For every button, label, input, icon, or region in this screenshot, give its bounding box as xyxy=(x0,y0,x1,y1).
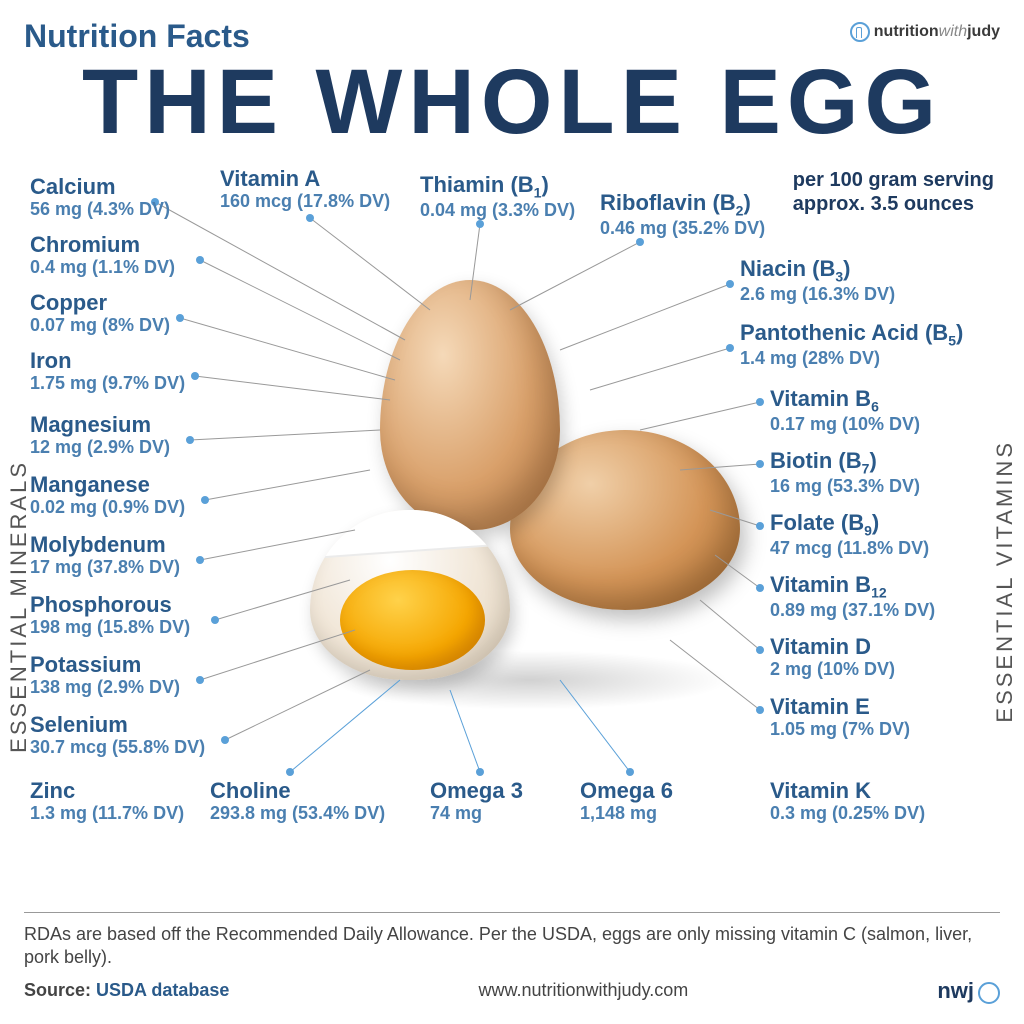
brand-suffix: judy xyxy=(967,23,1000,40)
brand-icon xyxy=(850,22,870,42)
nutrient-item: Magnesium12 mg (2.9% DV) xyxy=(30,412,170,458)
nutrient-item: Selenium30.7 mcg (55.8% DV) xyxy=(30,712,205,758)
nutrient-value: 138 mg (2.9% DV) xyxy=(30,677,180,698)
nutrient-item: Vitamin B60.17 mg (10% DV) xyxy=(770,386,920,435)
source-value: USDA database xyxy=(96,980,229,1000)
nutrient-item: Vitamin A160 mcg (17.8% DV) xyxy=(220,166,390,212)
nutrient-name: Vitamin B6 xyxy=(770,386,920,414)
nutrient-name: Folate (B9) xyxy=(770,510,929,538)
nutrient-name: Molybdenum xyxy=(30,532,180,557)
footer-logo: nwj xyxy=(937,978,1000,1004)
nutrient-value: 160 mcg (17.8% DV) xyxy=(220,191,390,212)
nutrient-name: Omega 3 xyxy=(430,778,523,803)
nutrient-item: Folate (B9)47 mcg (11.8% DV) xyxy=(770,510,929,559)
nutrient-value: 0.3 mg (0.25% DV) xyxy=(770,803,925,824)
side-label-vitamins: ESSENTIAL VITAMINS xyxy=(992,440,1018,723)
nutrient-name: Vitamin B12 xyxy=(770,572,935,600)
nutrient-value: 2 mg (10% DV) xyxy=(770,659,895,680)
nutrient-name: Choline xyxy=(210,778,385,803)
nutrient-item: Riboflavin (B2)0.46 mg (35.2% DV) xyxy=(600,190,765,239)
nutrient-item: Vitamin B120.89 mg (37.1% DV) xyxy=(770,572,935,621)
nutrient-value: 1.05 mg (7% DV) xyxy=(770,719,910,740)
nutrient-item: Vitamin D2 mg (10% DV) xyxy=(770,634,895,680)
nutrient-item: Chromium0.4 mg (1.1% DV) xyxy=(30,232,175,278)
nutrient-value: 74 mg xyxy=(430,803,523,824)
nutrient-value: 17 mg (37.8% DV) xyxy=(30,557,180,578)
nwj-icon xyxy=(978,982,1000,1004)
nutrient-value: 16 mg (53.3% DV) xyxy=(770,476,920,497)
nutrient-name: Copper xyxy=(30,290,170,315)
nutrient-value: 0.02 mg (0.9% DV) xyxy=(30,497,185,518)
nutrient-name: Vitamin D xyxy=(770,634,895,659)
nutrient-value: 56 mg (4.3% DV) xyxy=(30,199,170,220)
nutrient-value: 1,148 mg xyxy=(580,803,673,824)
egg-illustration xyxy=(310,280,730,720)
nutrient-value: 0.04 mg (3.3% DV) xyxy=(420,200,575,221)
nutrient-item: Iron1.75 mg (9.7% DV) xyxy=(30,348,185,394)
nutrient-item: Copper0.07 mg (8% DV) xyxy=(30,290,170,336)
footer-source: Source: USDA database xyxy=(24,980,229,1001)
nutrient-item: Niacin (B3)2.6 mg (16.3% DV) xyxy=(740,256,895,305)
nutrient-item: Biotin (B7)16 mg (53.3% DV) xyxy=(770,448,920,497)
nutrient-value: 293.8 mg (53.4% DV) xyxy=(210,803,385,824)
brand-top: nutritionwithjudy xyxy=(850,22,1000,42)
nwj-text: nwj xyxy=(937,978,974,1003)
brand-mid: with xyxy=(939,23,967,40)
nutrient-name: Magnesium xyxy=(30,412,170,437)
nutrient-value: 0.89 mg (37.1% DV) xyxy=(770,600,935,621)
nutrient-item: Thiamin (B1)0.04 mg (3.3% DV) xyxy=(420,172,575,221)
nutrient-value: 198 mg (15.8% DV) xyxy=(30,617,190,638)
footer-url: www.nutritionwithjudy.com xyxy=(479,980,689,1001)
nutrient-item: Vitamin E1.05 mg (7% DV) xyxy=(770,694,910,740)
nutrient-name: Phosphorous xyxy=(30,592,190,617)
nutrient-item: Phosphorous198 mg (15.8% DV) xyxy=(30,592,190,638)
nutrient-name: Selenium xyxy=(30,712,205,737)
serving-l1: per 100 gram serving xyxy=(793,169,994,191)
serving-size: per 100 gram serving approx. 3.5 ounces xyxy=(793,168,994,216)
footer: RDAs are based off the Recommended Daily… xyxy=(24,912,1000,1004)
nutrient-name: Pantothenic Acid (B5) xyxy=(740,320,963,348)
brand-prefix: nutrition xyxy=(874,23,939,40)
nutrient-item: Omega 374 mg xyxy=(430,778,523,824)
serving-l2: approx. 3.5 ounces xyxy=(793,193,974,215)
nutrient-name: Omega 6 xyxy=(580,778,673,803)
nutrient-value: 47 mcg (11.8% DV) xyxy=(770,538,929,559)
nutrient-value: 12 mg (2.9% DV) xyxy=(30,437,170,458)
nutrient-name: Biotin (B7) xyxy=(770,448,920,476)
nutrient-name: Riboflavin (B2) xyxy=(600,190,765,218)
nutrient-value: 2.6 mg (16.3% DV) xyxy=(740,284,895,305)
nutrient-name: Zinc xyxy=(30,778,184,803)
nutrient-value: 0.17 mg (10% DV) xyxy=(770,414,920,435)
nutrient-item: Zinc1.3 mg (11.7% DV) xyxy=(30,778,184,824)
nutrient-item: Molybdenum17 mg (37.8% DV) xyxy=(30,532,180,578)
nutrient-name: Chromium xyxy=(30,232,175,257)
footer-note: RDAs are based off the Recommended Daily… xyxy=(24,923,1000,970)
nutrient-value: 0.4 mg (1.1% DV) xyxy=(30,257,175,278)
nutrient-item: Manganese0.02 mg (0.9% DV) xyxy=(30,472,185,518)
nutrient-name: Potassium xyxy=(30,652,180,677)
nutrient-item: Calcium56 mg (4.3% DV) xyxy=(30,174,170,220)
nutrient-value: 1.4 mg (28% DV) xyxy=(740,348,963,369)
nutrient-item: Pantothenic Acid (B5)1.4 mg (28% DV) xyxy=(740,320,963,369)
side-label-minerals: ESSENTIAL MINERALS xyxy=(6,460,32,753)
nutrient-value: 1.3 mg (11.7% DV) xyxy=(30,803,184,824)
nutrient-name: Iron xyxy=(30,348,185,373)
nutrient-value: 1.75 mg (9.7% DV) xyxy=(30,373,185,394)
nutrient-name: Manganese xyxy=(30,472,185,497)
nutrient-item: Potassium138 mg (2.9% DV) xyxy=(30,652,180,698)
nutrient-value: 0.07 mg (8% DV) xyxy=(30,315,170,336)
nutrient-name: Vitamin A xyxy=(220,166,390,191)
nutrient-value: 30.7 mcg (55.8% DV) xyxy=(30,737,205,758)
nutrient-name: Niacin (B3) xyxy=(740,256,895,284)
nutrient-item: Choline293.8 mg (53.4% DV) xyxy=(210,778,385,824)
nutrient-name: Calcium xyxy=(30,174,170,199)
nutrient-name: Vitamin E xyxy=(770,694,910,719)
nutrient-item: Vitamin K0.3 mg (0.25% DV) xyxy=(770,778,925,824)
source-label: Source: xyxy=(24,980,91,1000)
nutrient-name: Vitamin K xyxy=(770,778,925,803)
page-title: THE WHOLE EGG xyxy=(0,50,1024,155)
nutrient-name: Thiamin (B1) xyxy=(420,172,575,200)
nutrient-value: 0.46 mg (35.2% DV) xyxy=(600,218,765,239)
nutrient-item: Omega 61,148 mg xyxy=(580,778,673,824)
